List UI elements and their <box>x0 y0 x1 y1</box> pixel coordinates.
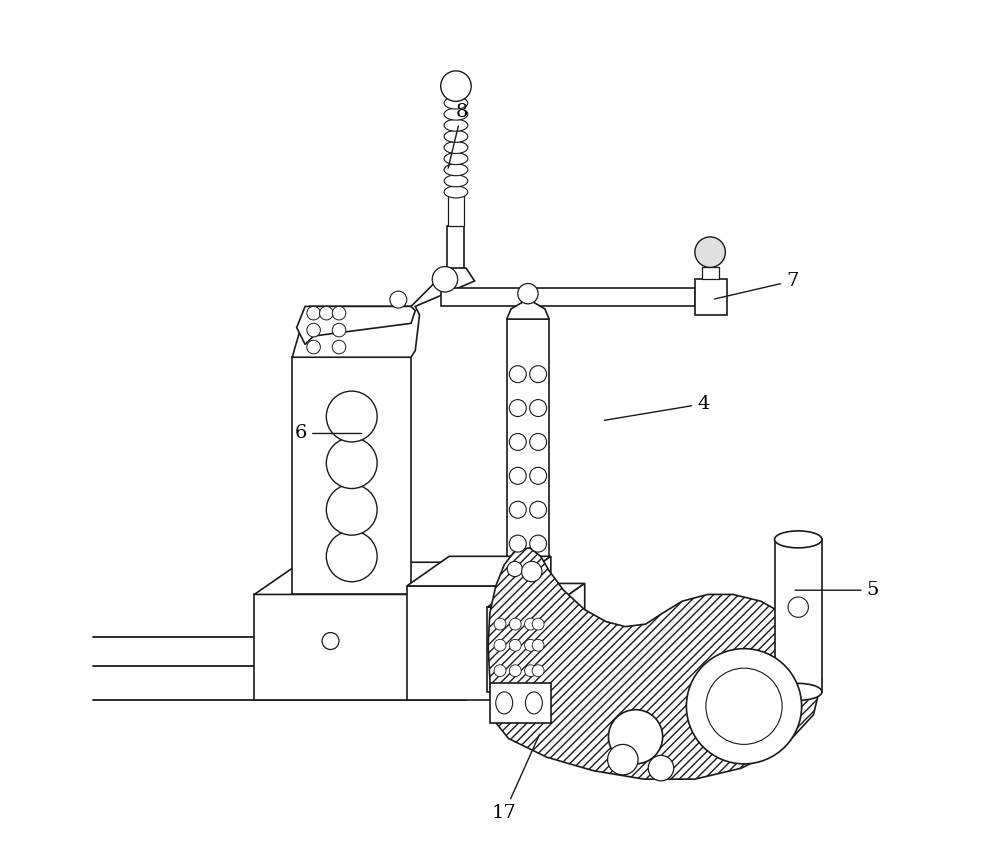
Ellipse shape <box>496 692 513 714</box>
Ellipse shape <box>444 108 468 120</box>
Circle shape <box>494 665 506 677</box>
Ellipse shape <box>444 97 468 109</box>
Polygon shape <box>519 555 536 583</box>
Circle shape <box>509 665 521 677</box>
Circle shape <box>509 366 526 382</box>
Circle shape <box>695 237 725 268</box>
Circle shape <box>320 306 333 320</box>
Polygon shape <box>774 540 822 692</box>
Circle shape <box>441 71 471 101</box>
Circle shape <box>608 745 638 775</box>
Circle shape <box>322 632 339 649</box>
Circle shape <box>494 639 506 651</box>
Ellipse shape <box>500 638 517 661</box>
Polygon shape <box>254 594 411 700</box>
Text: 8: 8 <box>448 103 468 168</box>
Circle shape <box>326 484 377 536</box>
Ellipse shape <box>775 683 822 700</box>
Circle shape <box>509 434 526 450</box>
Ellipse shape <box>444 175 468 187</box>
Circle shape <box>522 561 542 581</box>
Ellipse shape <box>444 186 468 198</box>
Polygon shape <box>407 586 508 700</box>
Polygon shape <box>695 280 727 314</box>
Circle shape <box>507 561 522 576</box>
Text: 6: 6 <box>295 424 362 443</box>
Ellipse shape <box>444 119 468 131</box>
Circle shape <box>509 536 526 552</box>
Ellipse shape <box>444 164 468 176</box>
Circle shape <box>532 639 544 651</box>
Circle shape <box>307 340 320 354</box>
Circle shape <box>332 323 346 337</box>
Circle shape <box>509 502 526 518</box>
Circle shape <box>307 306 320 320</box>
Polygon shape <box>292 357 411 594</box>
Ellipse shape <box>444 142 468 154</box>
Circle shape <box>518 284 538 303</box>
Circle shape <box>332 340 346 354</box>
Ellipse shape <box>444 153 468 165</box>
Circle shape <box>326 531 377 581</box>
Polygon shape <box>507 300 549 319</box>
Circle shape <box>530 502 547 518</box>
Circle shape <box>432 267 458 292</box>
Polygon shape <box>447 226 464 269</box>
Circle shape <box>788 597 808 617</box>
Circle shape <box>532 665 544 677</box>
Ellipse shape <box>444 131 468 142</box>
Circle shape <box>509 400 526 416</box>
Circle shape <box>648 756 674 781</box>
Circle shape <box>706 668 782 745</box>
Circle shape <box>494 618 506 630</box>
Circle shape <box>525 639 536 651</box>
Ellipse shape <box>775 531 822 548</box>
Circle shape <box>532 618 544 630</box>
Polygon shape <box>702 267 719 280</box>
Circle shape <box>530 400 547 416</box>
Polygon shape <box>551 583 585 692</box>
Polygon shape <box>488 548 822 779</box>
Circle shape <box>509 618 521 630</box>
Polygon shape <box>407 556 551 586</box>
Polygon shape <box>508 556 551 700</box>
Text: 4: 4 <box>604 394 710 420</box>
Circle shape <box>307 323 320 337</box>
Polygon shape <box>254 562 458 594</box>
Circle shape <box>686 649 802 764</box>
Circle shape <box>332 306 346 320</box>
Circle shape <box>608 710 663 764</box>
Polygon shape <box>297 306 415 344</box>
Circle shape <box>525 665 536 677</box>
Polygon shape <box>487 607 551 692</box>
Circle shape <box>530 434 547 450</box>
Circle shape <box>530 468 547 484</box>
Polygon shape <box>292 266 475 357</box>
Circle shape <box>530 536 547 552</box>
Ellipse shape <box>525 692 542 714</box>
Circle shape <box>326 438 377 489</box>
Polygon shape <box>441 288 695 306</box>
Polygon shape <box>490 683 551 723</box>
Circle shape <box>525 618 536 630</box>
Polygon shape <box>507 319 549 626</box>
Polygon shape <box>448 192 464 226</box>
Circle shape <box>509 639 521 651</box>
Text: 17: 17 <box>492 734 540 822</box>
Text: 5: 5 <box>795 581 879 599</box>
Circle shape <box>390 292 407 308</box>
Circle shape <box>509 468 526 484</box>
Polygon shape <box>487 583 585 607</box>
Text: 7: 7 <box>715 272 798 299</box>
Polygon shape <box>411 562 458 700</box>
Circle shape <box>326 391 377 442</box>
Circle shape <box>530 366 547 382</box>
